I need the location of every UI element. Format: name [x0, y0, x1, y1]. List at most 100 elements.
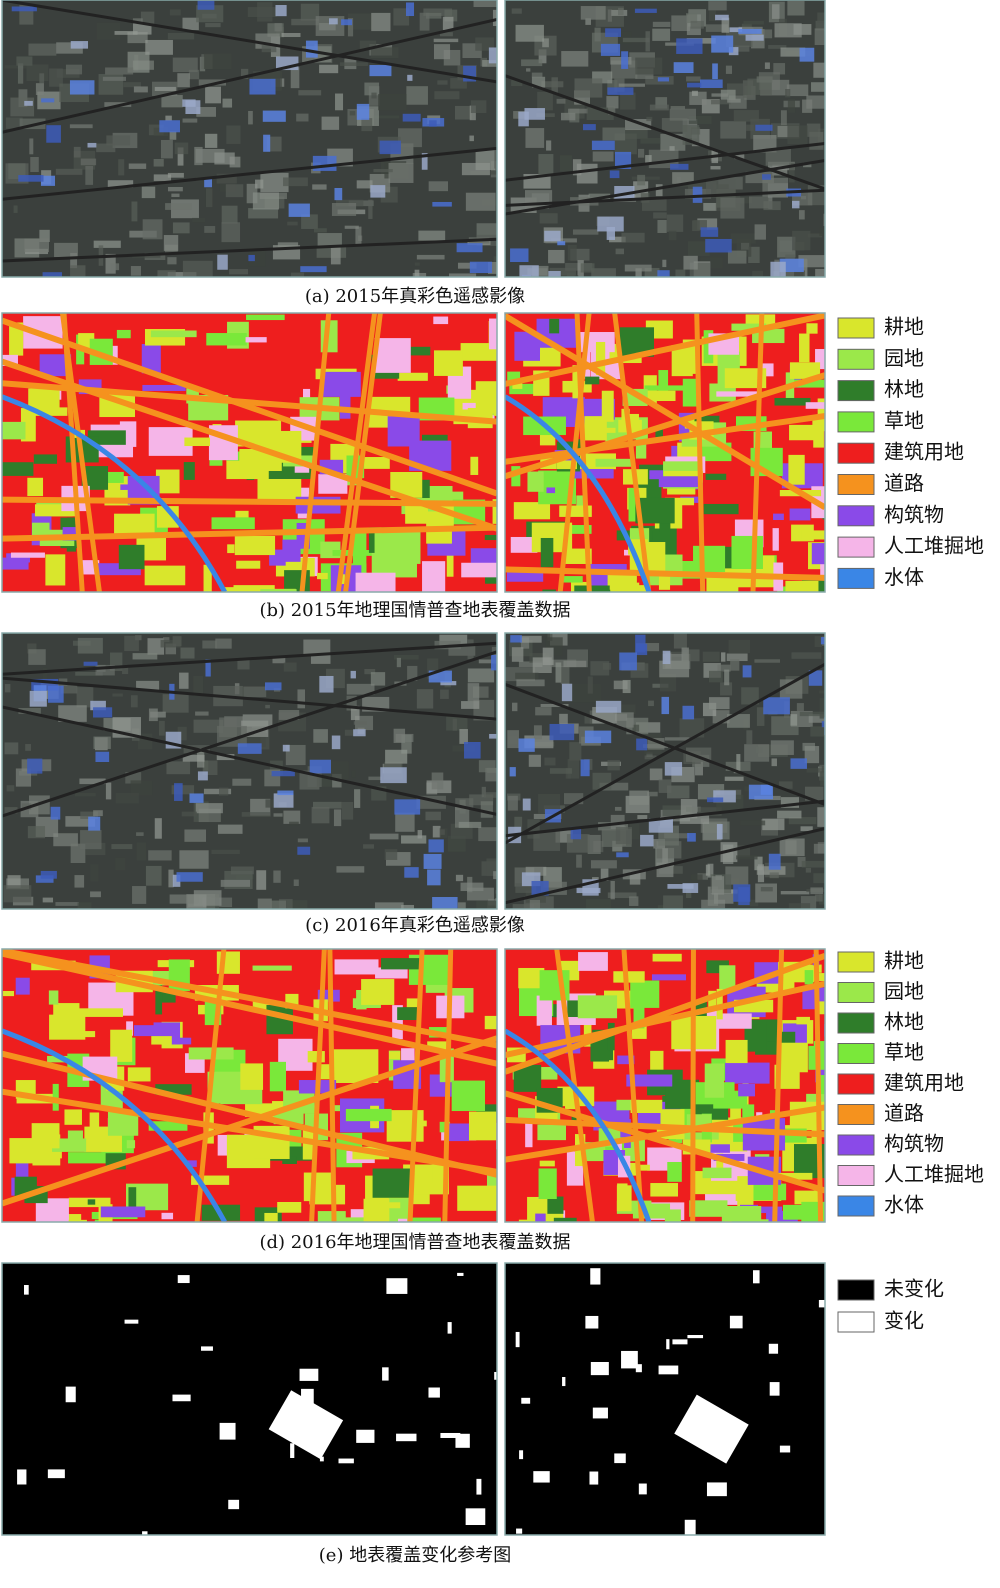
texture — [672, 172, 694, 184]
texture — [182, 17, 199, 31]
road — [694, 313, 706, 592]
texture — [817, 807, 825, 827]
legend-swatch — [837, 474, 875, 495]
texture — [220, 272, 230, 277]
texture — [511, 8, 522, 14]
texture — [717, 664, 731, 672]
patch — [353, 457, 390, 469]
texture — [303, 639, 331, 656]
texture — [614, 806, 622, 811]
texture — [624, 264, 652, 272]
patch — [493, 387, 497, 416]
patch — [553, 1217, 577, 1222]
patch — [78, 1008, 123, 1017]
legend-label: 耕地 — [884, 949, 924, 973]
patch — [227, 544, 235, 554]
texture — [341, 801, 354, 820]
patch — [808, 1221, 825, 1222]
texture — [787, 1, 805, 16]
texture — [697, 873, 708, 880]
patch — [719, 965, 736, 991]
texture — [469, 794, 494, 806]
texture — [646, 752, 653, 758]
texture — [220, 879, 251, 887]
texture — [631, 176, 660, 180]
texture — [378, 94, 407, 111]
texture — [765, 147, 791, 166]
road — [505, 313, 825, 387]
texture — [682, 649, 700, 662]
chg-image — [505, 1263, 825, 1535]
patch — [785, 580, 819, 592]
texture — [720, 682, 733, 696]
texture — [142, 219, 163, 240]
texture — [257, 898, 272, 909]
legend-swatch — [837, 317, 875, 339]
texture — [159, 720, 165, 736]
legend-swatch — [837, 411, 875, 433]
patch — [572, 365, 583, 399]
patch — [509, 383, 535, 395]
texture — [123, 82, 141, 88]
roof — [715, 14, 729, 21]
patch — [3, 990, 15, 997]
texture — [679, 814, 710, 824]
patch — [28, 388, 60, 410]
texture — [310, 654, 331, 664]
texture — [214, 152, 235, 165]
texture — [629, 790, 649, 805]
texture — [708, 1, 727, 11]
roof — [510, 635, 522, 643]
patch — [713, 1013, 752, 1029]
roof — [428, 839, 444, 853]
patch — [805, 402, 825, 409]
texture — [148, 850, 172, 861]
patch — [151, 1032, 172, 1045]
texture — [763, 201, 781, 211]
patch — [142, 384, 186, 391]
change-patch — [672, 1339, 688, 1345]
texture — [779, 838, 805, 857]
texture — [787, 98, 796, 113]
patch — [39, 354, 72, 377]
texture — [286, 900, 308, 909]
change-patch — [752, 1270, 760, 1284]
change-patch — [589, 1471, 599, 1485]
texture — [4, 807, 18, 814]
patch — [52, 1138, 87, 1152]
texture — [205, 188, 213, 208]
texture — [355, 226, 362, 245]
patch — [655, 429, 663, 442]
texture — [351, 770, 356, 778]
texture — [727, 250, 747, 264]
texture — [396, 657, 401, 668]
texture — [550, 659, 577, 668]
texture — [806, 768, 825, 773]
change-patch — [818, 1299, 825, 1308]
texture — [26, 64, 49, 82]
roof — [595, 700, 622, 713]
patch — [153, 1037, 192, 1045]
texture — [635, 643, 660, 652]
patch — [583, 1012, 592, 1047]
patch — [574, 585, 611, 592]
road — [505, 1090, 825, 1194]
texture — [221, 222, 241, 243]
texture — [746, 730, 753, 745]
change-patch — [440, 1432, 461, 1438]
texture — [483, 792, 497, 798]
roof — [35, 875, 54, 883]
texture — [478, 659, 497, 664]
texture — [219, 787, 229, 796]
change-patch — [24, 1285, 29, 1295]
change-patch — [290, 1443, 295, 1458]
sat-image — [505, 0, 825, 277]
caption: (b) 2015年地理国情普查地表覆盖数据 — [259, 600, 570, 621]
texture — [85, 165, 94, 185]
texture — [166, 761, 191, 775]
texture — [261, 45, 277, 53]
roof — [770, 261, 786, 277]
texture — [754, 224, 766, 240]
texture — [241, 68, 249, 80]
texture — [395, 812, 415, 832]
